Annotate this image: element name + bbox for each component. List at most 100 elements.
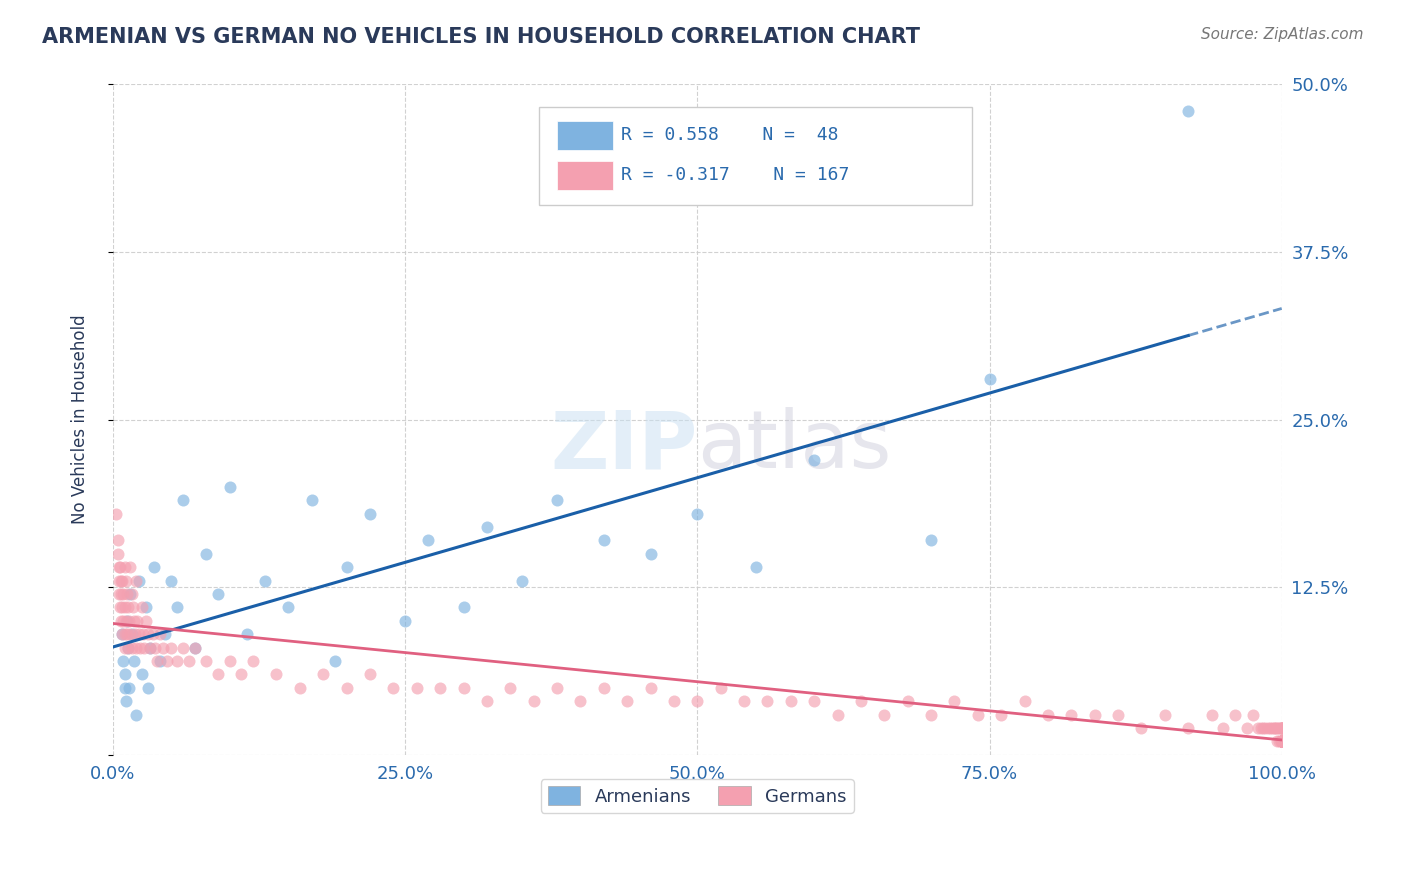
Point: [110, 614, 132, 628]
Point: [1036, 707, 1059, 722]
Point: [1250, 721, 1272, 735]
Point: [616, 694, 638, 708]
Point: [1271, 734, 1294, 748]
Point: [111, 627, 134, 641]
Point: [1271, 721, 1294, 735]
Point: [1271, 734, 1294, 748]
Point: [172, 493, 194, 508]
Point: [1270, 734, 1292, 748]
Point: [125, 640, 148, 655]
Point: [115, 587, 138, 601]
Point: [277, 600, 299, 615]
Point: [114, 640, 136, 655]
Point: [111, 627, 134, 641]
Point: [1130, 721, 1153, 735]
Point: [1084, 707, 1107, 722]
Point: [108, 560, 131, 574]
Point: [1263, 721, 1285, 735]
FancyBboxPatch shape: [557, 120, 613, 150]
Point: [686, 507, 709, 521]
Point: [1271, 734, 1294, 748]
Point: [1212, 721, 1234, 735]
Point: [710, 681, 733, 695]
Point: [253, 574, 276, 588]
Point: [166, 654, 188, 668]
Point: [756, 694, 779, 708]
Point: [897, 694, 920, 708]
Point: [1153, 707, 1175, 722]
Point: [1271, 734, 1294, 748]
Point: [1257, 721, 1279, 735]
Point: [1271, 734, 1294, 748]
Point: [112, 587, 135, 601]
Point: [160, 574, 183, 588]
Point: [128, 640, 150, 655]
Text: R = -0.317    N = 167: R = -0.317 N = 167: [621, 166, 849, 184]
Point: [475, 520, 498, 534]
Point: [1060, 707, 1083, 722]
Point: [1271, 734, 1294, 748]
Point: [1271, 721, 1294, 735]
Point: [592, 681, 614, 695]
Point: [1271, 734, 1294, 748]
Point: [510, 574, 533, 588]
Point: [172, 640, 194, 655]
Point: [803, 453, 825, 467]
Point: [1107, 707, 1129, 722]
Point: [453, 600, 475, 615]
Point: [114, 600, 136, 615]
Point: [131, 667, 153, 681]
Point: [359, 667, 381, 681]
Text: Source: ZipAtlas.com: Source: ZipAtlas.com: [1201, 27, 1364, 42]
Point: [128, 627, 150, 641]
Point: [121, 600, 143, 615]
Point: [107, 547, 129, 561]
Point: [1271, 734, 1294, 748]
Point: [195, 547, 218, 561]
Point: [166, 600, 188, 615]
Point: [218, 480, 240, 494]
Point: [177, 654, 200, 668]
Point: [136, 681, 159, 695]
Point: [1014, 694, 1036, 708]
Point: [155, 627, 177, 641]
Point: [120, 587, 142, 601]
Point: [1271, 734, 1294, 748]
Point: [301, 493, 323, 508]
Point: [405, 681, 427, 695]
Point: [640, 681, 662, 695]
Point: [1271, 734, 1294, 748]
Point: [359, 507, 381, 521]
Point: [803, 694, 825, 708]
Point: [135, 600, 157, 615]
Point: [453, 681, 475, 695]
Point: [873, 707, 896, 722]
Point: [111, 574, 134, 588]
Point: [1271, 734, 1294, 748]
Point: [125, 707, 148, 722]
Point: [1271, 734, 1294, 748]
Point: [1271, 734, 1294, 748]
Point: [336, 681, 359, 695]
Point: [114, 667, 136, 681]
Point: [1271, 734, 1294, 748]
Point: [146, 654, 169, 668]
Point: [118, 614, 141, 628]
FancyBboxPatch shape: [557, 161, 613, 190]
Point: [121, 587, 143, 601]
Point: [1271, 734, 1294, 748]
Point: [111, 600, 134, 615]
Point: [943, 694, 966, 708]
Point: [117, 640, 139, 655]
Point: [920, 707, 942, 722]
Point: [569, 694, 592, 708]
Point: [1271, 734, 1294, 748]
Point: [1241, 707, 1264, 722]
Point: [1267, 721, 1289, 735]
Point: [114, 681, 136, 695]
Point: [139, 640, 162, 655]
Point: [114, 627, 136, 641]
Point: [207, 667, 229, 681]
Point: [124, 627, 146, 641]
Point: [1271, 734, 1294, 748]
